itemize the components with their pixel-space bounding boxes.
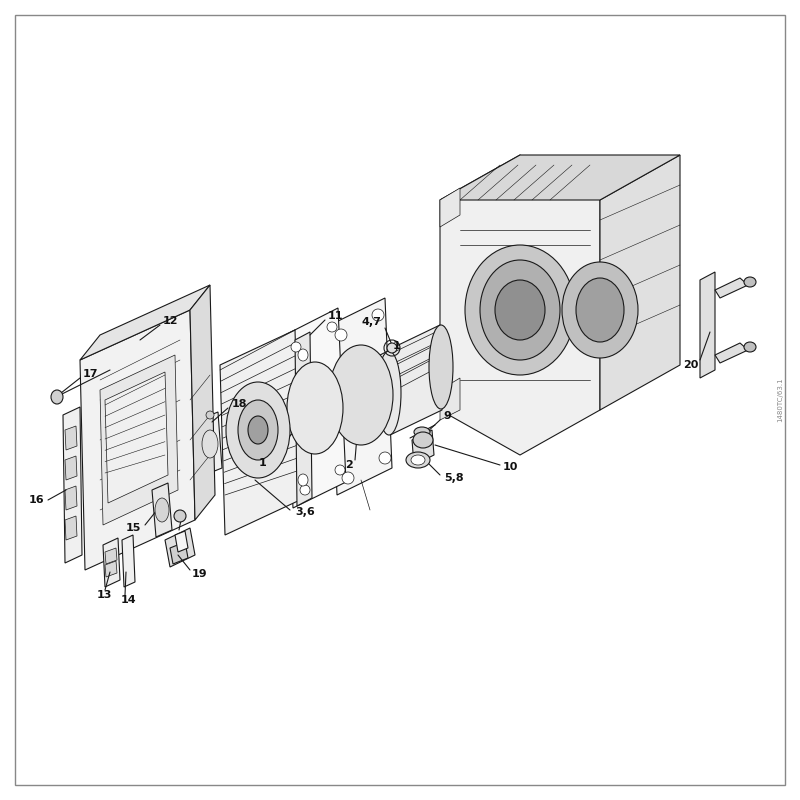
Polygon shape (440, 155, 680, 200)
Ellipse shape (562, 262, 638, 358)
Polygon shape (170, 542, 188, 564)
Ellipse shape (387, 343, 397, 353)
Polygon shape (440, 378, 460, 420)
Polygon shape (80, 310, 195, 570)
Text: 17: 17 (83, 369, 98, 379)
Ellipse shape (327, 322, 337, 332)
Polygon shape (700, 272, 715, 378)
Text: 19: 19 (192, 569, 208, 579)
Polygon shape (103, 538, 120, 587)
Polygon shape (440, 188, 460, 227)
Text: 14: 14 (120, 595, 136, 605)
Text: 1: 1 (258, 458, 266, 468)
Polygon shape (295, 332, 312, 506)
Polygon shape (65, 486, 77, 510)
Text: 1480TC/63.1: 1480TC/63.1 (777, 378, 783, 422)
Polygon shape (80, 285, 210, 360)
Polygon shape (330, 298, 392, 495)
Polygon shape (220, 330, 300, 535)
Ellipse shape (379, 452, 391, 464)
Text: 20: 20 (682, 360, 698, 370)
Ellipse shape (744, 277, 756, 287)
Ellipse shape (465, 245, 575, 375)
Polygon shape (165, 528, 195, 567)
Text: 13: 13 (96, 590, 112, 600)
Text: 16: 16 (28, 495, 44, 505)
Polygon shape (65, 456, 77, 480)
Ellipse shape (300, 485, 310, 495)
Text: 1: 1 (393, 341, 401, 351)
Polygon shape (122, 535, 135, 587)
Polygon shape (65, 516, 77, 540)
Ellipse shape (372, 309, 384, 321)
Text: 9: 9 (443, 411, 451, 421)
Ellipse shape (744, 342, 756, 352)
Ellipse shape (174, 510, 186, 522)
Ellipse shape (298, 474, 308, 486)
Polygon shape (175, 531, 188, 552)
Ellipse shape (226, 382, 290, 478)
Polygon shape (190, 285, 215, 520)
Text: 10: 10 (503, 462, 518, 472)
Text: 3,6: 3,6 (295, 507, 314, 517)
Polygon shape (105, 561, 117, 577)
Polygon shape (285, 308, 346, 508)
Ellipse shape (335, 465, 345, 475)
Ellipse shape (298, 349, 308, 361)
Polygon shape (198, 412, 222, 476)
Text: 5,8: 5,8 (444, 473, 464, 483)
Ellipse shape (202, 430, 218, 458)
Text: 11: 11 (328, 311, 343, 321)
Polygon shape (600, 155, 680, 410)
Ellipse shape (406, 452, 430, 468)
Polygon shape (412, 430, 434, 465)
Ellipse shape (413, 432, 433, 448)
Ellipse shape (248, 416, 268, 444)
Polygon shape (105, 548, 117, 564)
Polygon shape (715, 278, 748, 298)
Ellipse shape (495, 280, 545, 340)
Polygon shape (388, 325, 442, 435)
Polygon shape (105, 372, 168, 503)
Polygon shape (715, 343, 748, 363)
Text: 2: 2 (346, 460, 353, 470)
Text: 15: 15 (126, 523, 141, 533)
Ellipse shape (342, 472, 354, 484)
Polygon shape (63, 407, 82, 563)
Ellipse shape (155, 498, 169, 522)
Polygon shape (152, 483, 172, 537)
Ellipse shape (377, 351, 401, 435)
Ellipse shape (480, 260, 560, 360)
Ellipse shape (329, 345, 393, 445)
Text: 4,7: 4,7 (361, 317, 381, 327)
Ellipse shape (287, 362, 343, 454)
Ellipse shape (335, 329, 347, 341)
Ellipse shape (414, 427, 430, 437)
Text: 12: 12 (163, 316, 178, 326)
Ellipse shape (576, 278, 624, 342)
Polygon shape (440, 155, 600, 455)
Polygon shape (65, 426, 77, 450)
Ellipse shape (238, 400, 278, 460)
Ellipse shape (291, 342, 301, 352)
Ellipse shape (51, 390, 63, 404)
Ellipse shape (206, 411, 214, 419)
Ellipse shape (429, 325, 453, 409)
Ellipse shape (411, 455, 425, 465)
Text: 18: 18 (232, 399, 247, 409)
Polygon shape (100, 355, 178, 525)
